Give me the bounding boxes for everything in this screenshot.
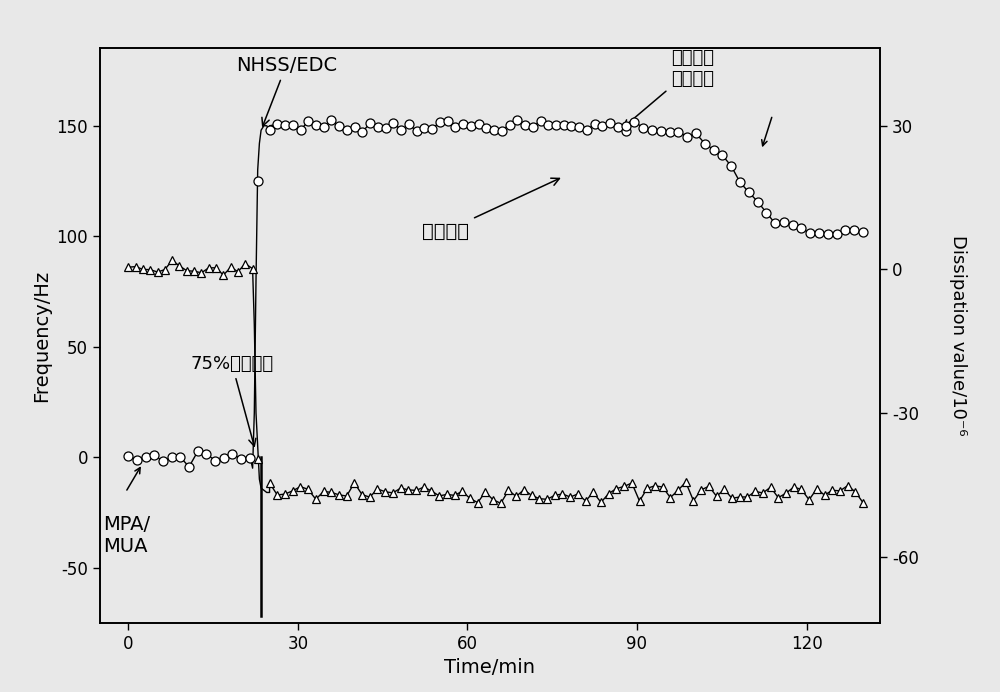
X-axis label: Time/min: Time/min [444,658,536,677]
Y-axis label: Dissipation value/10⁻⁶: Dissipation value/10⁻⁶ [949,235,967,436]
Text: 纤维素酶: 纤维素酶 [422,179,559,241]
Y-axis label: Frequency/Hz: Frequency/Hz [32,269,51,402]
Text: 75%乙醇冲洗: 75%乙醇冲洗 [190,355,274,446]
Text: 磷酸缓冲
溶液冲洗: 磷酸缓冲 溶液冲洗 [623,49,714,127]
Text: NHSS/EDC: NHSS/EDC [236,56,337,126]
Text: MPA/
MUA: MPA/ MUA [103,515,150,556]
